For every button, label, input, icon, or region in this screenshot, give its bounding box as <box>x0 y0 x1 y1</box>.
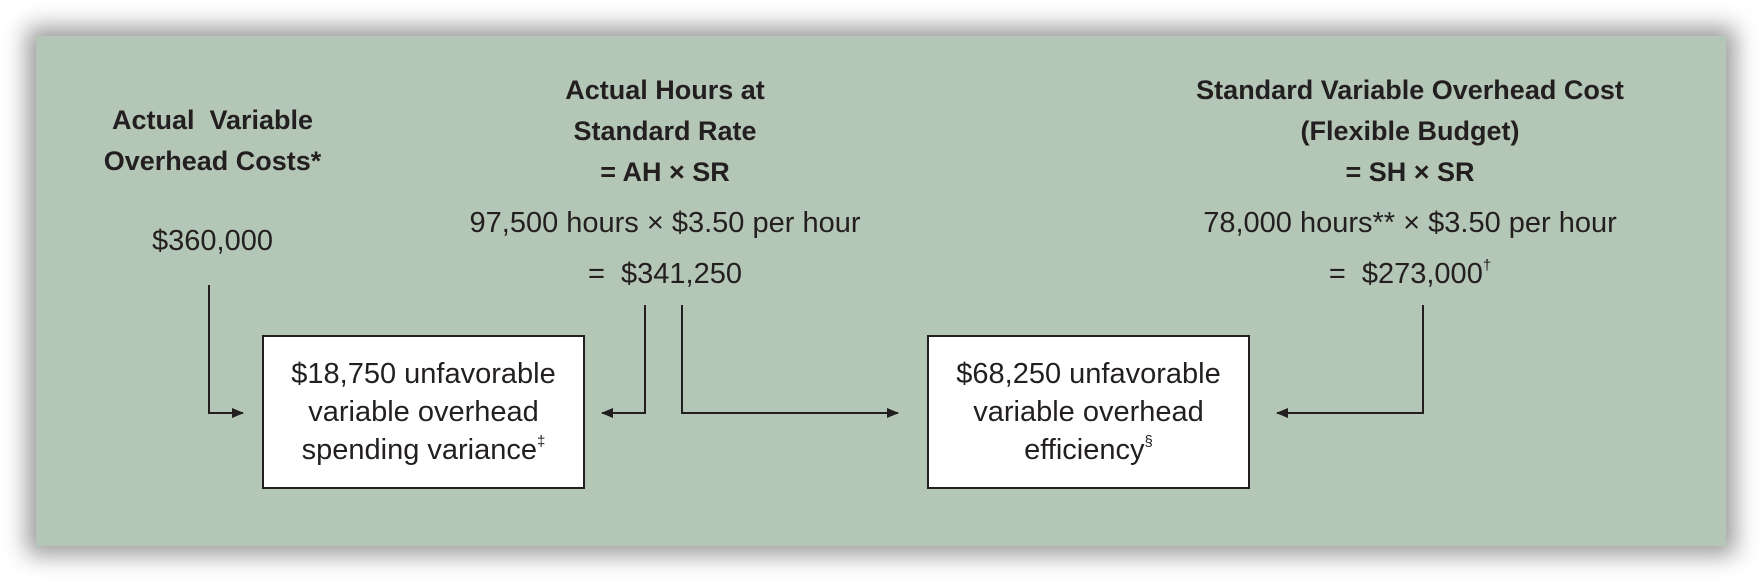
sh-sr-header-line2: (Flexible Budget) <box>1300 116 1520 146</box>
spending-variance-box: $18,750 unfavorable variable overhead sp… <box>262 335 585 489</box>
spending-variance-line3-text: spending variance <box>301 434 538 466</box>
efficiency-variance-line3-text: efficiency <box>1024 434 1145 466</box>
ah-sr-header-line2: Standard Rate <box>573 116 757 146</box>
actual-costs-header: Actual Variable Overhead Costs* <box>40 100 385 182</box>
actual-costs-header-line2: Overhead Costs* <box>103 146 322 176</box>
sh-sr-header: Standard Variable Overhead Cost (Flexibl… <box>1120 70 1700 193</box>
arrow-ahsr-to-efficiency <box>681 305 899 418</box>
ah-sr-header-line3: = AH × SR <box>600 157 730 187</box>
sh-sr-calculation: 78,000 hours** × $3.50 per hour <box>1203 207 1617 239</box>
ah-sr-calculation: 97,500 hours × $3.50 per hour <box>469 207 861 239</box>
ah-sr-header-line1: Actual Hours at <box>565 75 765 105</box>
arrow-actual-to-spending <box>208 285 244 418</box>
actual-costs-header-line1: Actual Variable <box>111 105 314 135</box>
sh-sr-header-line3: = SH × SR <box>1345 157 1475 187</box>
ah-sr-header: Actual Hours at Standard Rate = AH × SR <box>480 70 850 193</box>
arrow-ahsr-to-spending <box>601 305 646 418</box>
actual-costs-value: $360,000 <box>152 225 273 257</box>
spending-variance-line3: spending variance‡ <box>302 431 546 469</box>
section-mark: § <box>1144 433 1153 450</box>
sh-sr-result: = $273,000† <box>1300 257 1520 291</box>
ah-sr-result: = $341,250 <box>587 258 742 290</box>
efficiency-variance-line3: efficiency§ <box>1024 431 1153 469</box>
sh-sr-header-line1: Standard Variable Overhead Cost <box>1196 75 1624 105</box>
double-dagger-mark: ‡ <box>537 433 546 450</box>
sh-sr-result-value: = $273,000 <box>1328 258 1483 290</box>
efficiency-variance-box: $68,250 unfavorable variable overhead ef… <box>927 335 1250 489</box>
spending-variance-line2: variable overhead <box>308 396 539 428</box>
arrow-shsr-to-efficiency <box>1276 305 1424 418</box>
efficiency-variance-line2: variable overhead <box>973 396 1204 428</box>
spending-variance-line1: $18,750 unfavorable <box>291 358 556 390</box>
dagger-mark: † <box>1482 257 1492 274</box>
efficiency-variance-line1: $68,250 unfavorable <box>956 358 1221 390</box>
